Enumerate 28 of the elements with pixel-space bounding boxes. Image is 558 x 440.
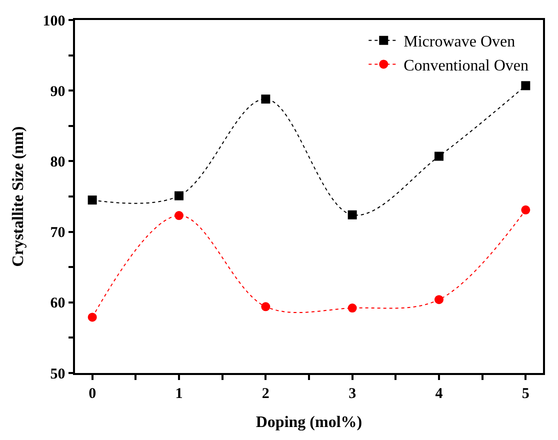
y-tick-label: 80 [50,154,66,170]
point [261,302,270,312]
legend-label: Conventional Oven [404,57,529,74]
x-tick-label: 4 [435,386,444,402]
y-axis-title: Crystallite Size (nm) [10,126,28,267]
point [174,211,184,220]
point [434,295,444,304]
x-tick-label: 0 [88,386,96,402]
y-tick-label: 100 [42,13,66,30]
point [348,304,357,313]
point [174,191,184,200]
y-tick-label: 60 [50,296,66,312]
point [261,94,270,104]
point [434,152,444,161]
y-tick-label: 90 [50,84,66,100]
x-tick-label: 1 [175,386,183,402]
y-tick-label: 50 [50,366,66,382]
point [521,81,530,90]
point [88,196,97,205]
point [348,210,357,220]
point [88,312,97,322]
x-axis-title: Doping (mol%) [256,414,362,431]
point [521,205,530,214]
legend-label: Microwave Oven [404,34,516,51]
x-tick-label: 3 [348,386,356,402]
x-tick-label: 2 [262,386,270,402]
y-tick-label: 70 [50,225,66,242]
x-tick-label: 5 [522,386,530,402]
